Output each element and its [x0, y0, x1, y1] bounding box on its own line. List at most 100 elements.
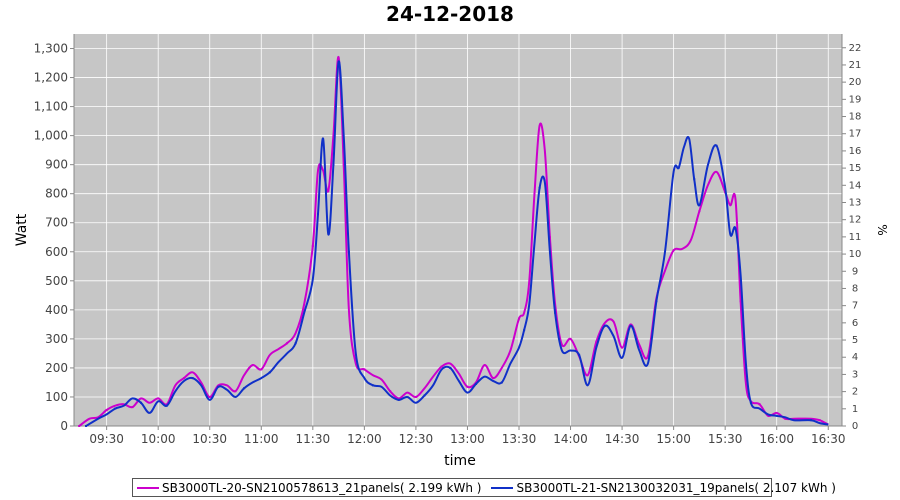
x-tick-label: 12:30: [399, 432, 434, 446]
series-2-point: [475, 382, 478, 385]
series-2-point: [165, 404, 168, 407]
series-2-point: [523, 329, 526, 332]
series-2-point: [538, 186, 541, 189]
series-2-point: [449, 366, 452, 369]
series-1-point: [595, 340, 598, 343]
series-1-point: [492, 377, 495, 380]
series-2-point: [500, 381, 503, 384]
x-tick-label: 11:30: [296, 432, 331, 446]
series-1-point: [548, 236, 551, 239]
y2-tick-label: 21: [849, 60, 862, 71]
series-1-point: [672, 249, 675, 252]
x-tick-label: 14:30: [605, 432, 640, 446]
y-tick-label: 600: [45, 245, 68, 259]
series-1-point: [818, 419, 821, 422]
series-1-point: [327, 189, 330, 192]
series-1-point: [157, 397, 160, 400]
series-2-point: [423, 394, 426, 397]
x-tick-label: 14:00: [553, 432, 588, 446]
y2-tick-label: 10: [849, 249, 862, 260]
grid-lines: [74, 34, 842, 427]
series-2-point: [316, 213, 319, 216]
series-2-point: [191, 377, 194, 380]
series-2-line: [85, 60, 829, 427]
x-tick-label: 10:30: [192, 432, 227, 446]
series-1-point: [533, 192, 536, 195]
series-2-point: [629, 324, 632, 327]
y2-tick-label: 0: [852, 421, 858, 432]
series-2-point: [749, 401, 752, 404]
y-axis-label: Watt: [14, 213, 30, 246]
series-1-point: [517, 317, 520, 320]
series-2-point: [114, 407, 117, 410]
series-2-point: [677, 166, 680, 169]
y-tick-label: 1,100: [34, 100, 68, 114]
y2-tick-label: 2: [852, 387, 858, 398]
y-tick-label: 0: [60, 419, 68, 433]
legend-label-series-2: SB3000TL-21-SN2130032031_19panels( 2.107…: [516, 480, 836, 495]
y2-tick-label: 1: [852, 404, 858, 415]
y-tick-label: 500: [45, 274, 68, 288]
x-tick-label: 13:00: [450, 432, 485, 446]
y2-tick-label: 3: [852, 369, 858, 380]
y-tick-label: 1,200: [34, 71, 68, 85]
x-axis-label: time: [444, 453, 476, 469]
series-2-point: [810, 419, 813, 422]
series-1-point: [389, 390, 392, 393]
y2-tick-label: 5: [852, 335, 858, 346]
series-2-point: [268, 371, 271, 374]
series-2-point: [397, 398, 400, 401]
series-1-point: [698, 210, 701, 213]
axes: 01002003004005006007008009001,0001,1001,…: [34, 34, 862, 446]
series-1-point: [646, 355, 649, 358]
y-tick-label: 700: [45, 216, 68, 230]
y-tick-label: 200: [45, 361, 68, 375]
plot-area: [74, 34, 842, 426]
series-2-point: [243, 387, 246, 390]
y2-tick-label: 16: [849, 146, 862, 157]
x-tick-label: 15:00: [656, 432, 691, 446]
x-tick-label: 16:00: [759, 432, 794, 446]
series-1-point: [621, 346, 624, 349]
series-1-point: [311, 244, 314, 247]
series-2-point: [693, 178, 696, 181]
legend-item-series-2: SB3000TL-21-SN2130032031_19panels( 2.107…: [491, 480, 836, 495]
y2-tick-label: 18: [849, 112, 862, 123]
series-2-point: [217, 385, 220, 388]
series-2-point: [655, 300, 658, 303]
series-1-point: [182, 377, 185, 380]
series-1-line: [78, 56, 829, 427]
series-2-point: [140, 401, 143, 404]
y-tick-label: 1,000: [34, 129, 68, 143]
series-2-point: [294, 342, 297, 345]
x-tick-label: 15:30: [708, 432, 743, 446]
series-1-point: [784, 417, 787, 420]
series-2-point: [603, 324, 606, 327]
y2-tick-label: 8: [852, 283, 858, 294]
x-tick-label: 10:00: [141, 432, 176, 446]
series-1-point: [342, 163, 345, 166]
legend-item-series-1: SB3000TL-20-SN2100578613_21panels( 2.199…: [137, 481, 481, 495]
y2-tick-label: 9: [852, 266, 858, 277]
series-2-point: [775, 414, 778, 417]
x-tick-label: 16:30: [811, 432, 846, 446]
series-1-point: [208, 395, 211, 398]
series-lines: [78, 56, 829, 427]
y-tick-label: 900: [45, 158, 68, 172]
series-1-point: [105, 409, 108, 412]
legend-swatch-series-1: [137, 486, 159, 489]
y2-tick-label: 20: [849, 77, 862, 88]
x-tick-label: 13:30: [502, 432, 537, 446]
series-1-point: [569, 337, 572, 340]
series-2-point: [715, 144, 718, 147]
legend-label-series-1: SB3000TL-20-SN2100578613_21panels( 2.199…: [162, 480, 482, 495]
y-tick-label: 1,300: [34, 42, 68, 56]
series-2-point: [85, 425, 88, 427]
series-1-point: [234, 390, 237, 393]
y2-tick-label: 15: [849, 163, 862, 174]
series-1-point: [466, 385, 469, 388]
series-1-point: [286, 342, 289, 345]
series-1-point: [260, 368, 263, 371]
y-tick-label: 800: [45, 187, 68, 201]
